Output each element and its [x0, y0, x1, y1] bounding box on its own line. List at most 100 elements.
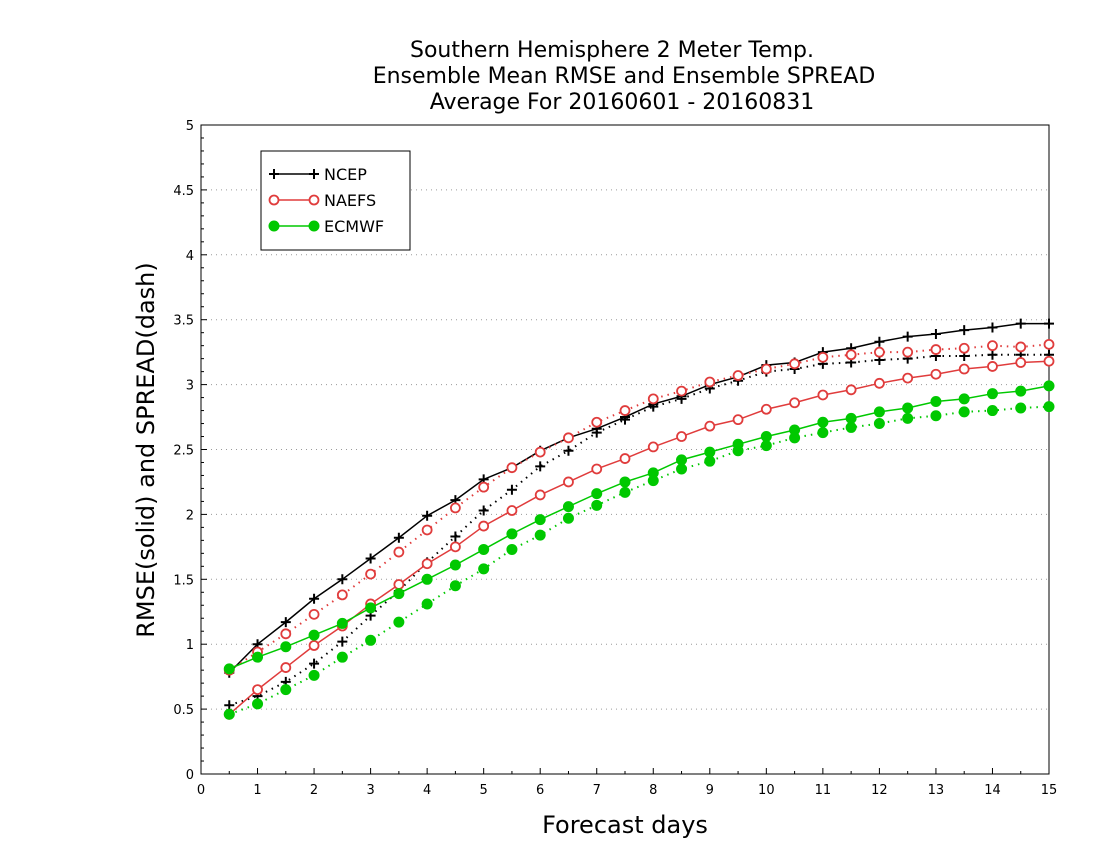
data-point-ncep-rmse	[987, 322, 998, 333]
legend-marker-ecmwf	[308, 220, 320, 232]
data-point-ecmwf-spread	[619, 486, 631, 498]
data-point-naefs-spread	[365, 568, 377, 580]
x-tick-label: 13	[928, 783, 945, 798]
data-point-ncep-spread	[450, 531, 461, 542]
data-point-ecmwf-spread	[676, 463, 688, 475]
data-point-naefs-rmse	[902, 372, 914, 384]
data-point-naefs-spread	[591, 416, 603, 428]
data-point-ecmwf-rmse	[902, 402, 914, 414]
data-point-ecmwf-spread	[534, 529, 546, 541]
y-tick-label: 1	[186, 638, 194, 653]
data-point-ncep-rmse	[280, 617, 291, 628]
data-point-naefs-spread	[308, 608, 320, 620]
legend-marker-ncep	[309, 169, 319, 179]
data-point-naefs-rmse	[647, 441, 659, 453]
x-tick-label: 11	[815, 783, 832, 798]
legend-items: NCEP NAEFS ECMWF	[268, 165, 384, 236]
x-axis-label: Forecast days	[542, 811, 708, 839]
x-tick-label: 6	[536, 783, 544, 798]
data-point-ecmwf-spread	[930, 410, 942, 422]
data-point-ecmwf-spread	[308, 669, 320, 681]
x-tick-label: 9	[706, 783, 714, 798]
x-tick-label: 3	[366, 783, 374, 798]
x-tick-label: 8	[649, 783, 657, 798]
data-point-ecmwf-rmse	[223, 663, 235, 675]
data-point-naefs-rmse	[591, 463, 603, 475]
data-point-ecmwf-spread	[365, 634, 377, 646]
data-point-ncep-rmse	[365, 553, 376, 564]
data-point-naefs-rmse	[760, 403, 772, 415]
data-point-naefs-spread	[874, 346, 885, 358]
data-point-naefs-spread	[958, 342, 970, 354]
data-point-ecmwf-rmse	[506, 528, 518, 540]
data-point-naefs-spread	[647, 393, 659, 405]
data-point-ecmwf-spread	[562, 512, 574, 524]
data-point-ecmwf-rmse	[449, 559, 461, 571]
data-point-naefs-rmse	[704, 420, 716, 432]
data-point-naefs-rmse	[817, 389, 829, 401]
y-tick-label: 4	[186, 249, 194, 264]
y-tick-label: 0	[186, 768, 194, 783]
data-point-ecmwf-rmse	[336, 617, 348, 629]
chart-title-line-2: Ensemble Mean RMSE and Ensemble SPREAD	[373, 64, 876, 89]
data-point-naefs-spread	[987, 340, 998, 352]
y-tick-label: 3.5	[173, 314, 194, 329]
data-point-naefs-rmse	[987, 361, 998, 372]
series-naefs-rmse	[223, 355, 1055, 720]
y-tick-label: 2.5	[173, 444, 194, 459]
y-tick-label: 2	[186, 508, 194, 523]
data-point-naefs-spread	[478, 481, 490, 493]
data-point-naefs-spread	[676, 385, 687, 397]
data-point-ecmwf-spread	[845, 421, 857, 433]
data-point-naefs-rmse	[789, 397, 800, 409]
data-point-ecmwf-spread	[336, 651, 348, 663]
data-point-ecmwf-rmse	[1043, 380, 1055, 392]
data-point-ncep-spread	[224, 700, 235, 711]
data-point-ncep-spread	[535, 461, 546, 472]
series-ecmwf-rmse	[223, 380, 1055, 675]
data-point-ncep-rmse	[930, 328, 941, 339]
data-point-naefs-spread	[506, 462, 518, 474]
series-line-ecmwf-rmse	[228, 385, 1050, 670]
series-layer	[223, 318, 1055, 720]
data-point-naefs-spread	[732, 370, 744, 381]
data-point-ecmwf-spread	[252, 698, 264, 710]
data-point-naefs-rmse	[393, 579, 405, 590]
data-point-naefs-spread	[563, 432, 574, 444]
x-tick-label: 7	[593, 783, 601, 798]
y-tick-label: 3	[186, 379, 194, 394]
data-point-ecmwf-spread	[704, 455, 716, 467]
data-point-naefs-spread	[817, 351, 829, 363]
data-point-ncep-spread	[591, 427, 602, 438]
data-point-ncep-spread	[337, 636, 348, 647]
data-point-ecmwf-spread	[591, 499, 603, 511]
data-point-ecmwf-rmse	[845, 412, 857, 424]
data-point-ecmwf-spread	[873, 418, 885, 430]
data-point-naefs-rmse	[958, 363, 970, 375]
data-point-ncep-spread	[309, 658, 320, 669]
data-point-ecmwf-spread	[223, 708, 235, 720]
data-point-naefs-spread	[534, 446, 546, 458]
x-tick-label: 2	[310, 783, 318, 798]
data-point-ncep-rmse	[1044, 318, 1054, 329]
data-point-ecmwf-rmse	[478, 543, 490, 555]
data-point-naefs-spread	[760, 363, 772, 375]
data-point-ecmwf-spread	[986, 405, 998, 417]
data-point-ecmwf-spread	[449, 580, 461, 592]
data-point-ecmwf-spread	[1043, 401, 1055, 413]
data-point-ecmwf-spread	[393, 616, 405, 628]
data-point-ncep-spread	[506, 484, 517, 495]
data-point-ncep-rmse	[902, 331, 913, 342]
legend-item-naefs: NAEFS	[268, 191, 376, 210]
data-point-ecmwf-spread	[647, 475, 659, 487]
data-point-ecmwf-rmse	[562, 501, 574, 513]
data-point-ncep-rmse	[874, 336, 885, 347]
data-point-ecmwf-rmse	[817, 416, 829, 428]
data-point-ecmwf-spread	[1015, 402, 1027, 414]
x-tick-label: 4	[423, 783, 431, 798]
data-point-ecmwf-spread	[421, 598, 433, 610]
data-point-ecmwf-rmse	[534, 514, 546, 526]
data-point-naefs-rmse	[1015, 357, 1027, 368]
data-point-naefs-rmse	[930, 368, 942, 380]
